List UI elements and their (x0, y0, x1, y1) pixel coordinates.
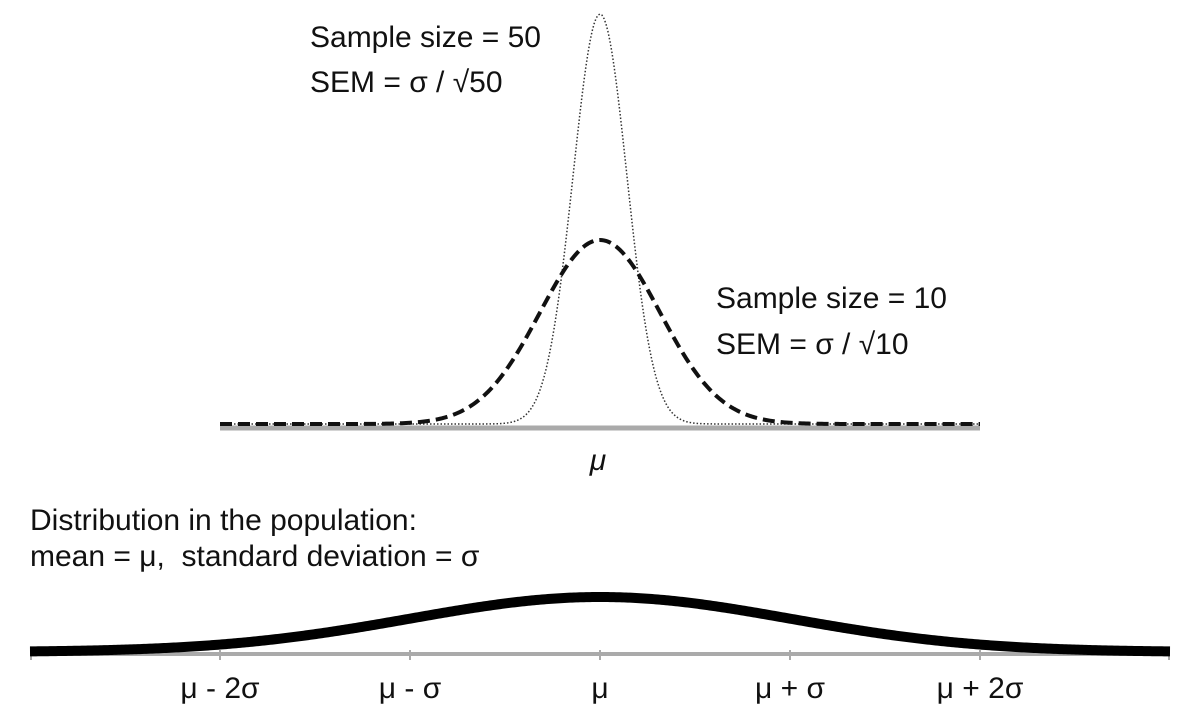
sample-label: Sample size = 50 (310, 21, 541, 54)
axis-label: μ (589, 444, 606, 477)
population-subtitle: mean = μ, standard deviation = σ (30, 540, 480, 573)
axis-label: μ (591, 672, 608, 705)
sem-label: SEM = σ / √50 (310, 66, 503, 99)
population-title: Distribution in the population: (30, 504, 417, 537)
sem-label: SEM = σ / √10 (716, 328, 909, 361)
sample-10-curve (220, 237, 980, 426)
population-curve (29, 592, 1171, 657)
axis-label: μ + σ (755, 672, 825, 705)
sample-label: Sample size = 10 (716, 282, 947, 315)
axis-label: μ - 2σ (180, 672, 260, 705)
axis-label: μ - σ (379, 672, 442, 705)
axis-label: μ + 2σ (937, 672, 1024, 705)
